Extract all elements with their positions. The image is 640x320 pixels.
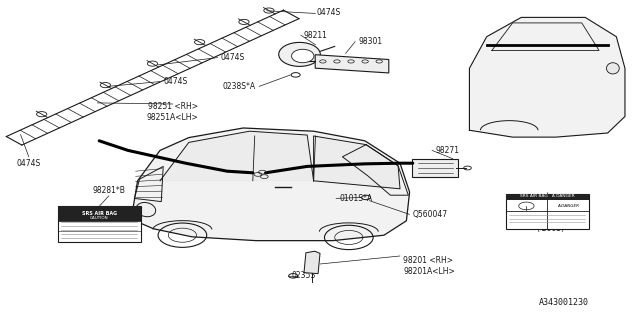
Text: CAUTION: CAUTION: [90, 216, 109, 220]
Text: 98211: 98211: [304, 31, 328, 40]
Text: 0235S: 0235S: [291, 271, 316, 280]
Text: 98251 <RH>
98251A<LH>: 98251 <RH> 98251A<LH>: [147, 102, 198, 123]
Text: SRS AIR BAG: SRS AIR BAG: [82, 211, 116, 216]
Text: 98281*B: 98281*B: [92, 186, 125, 195]
Bar: [506, 194, 589, 229]
Polygon shape: [469, 17, 625, 137]
Text: 98301: 98301: [358, 37, 383, 46]
Text: SRS AIR BAG   A DANGER: SRS AIR BAG A DANGER: [520, 195, 575, 198]
Text: 98281*A
<RH,LH>
(-2003): 98281*A <RH,LH> (-2003): [532, 202, 568, 233]
Text: A343001230: A343001230: [539, 298, 589, 307]
Text: 98201 <RH>
98201A<LH>: 98201 <RH> 98201A<LH>: [403, 256, 455, 276]
Text: 0474S: 0474S: [17, 159, 41, 168]
Bar: [58, 206, 141, 242]
Ellipse shape: [136, 203, 156, 217]
FancyBboxPatch shape: [413, 159, 458, 177]
Text: A DANGER: A DANGER: [557, 204, 579, 208]
Text: 0474S: 0474S: [163, 77, 188, 86]
Text: Q560047: Q560047: [413, 210, 448, 219]
Polygon shape: [304, 251, 320, 274]
Bar: [506, 194, 589, 200]
Text: 98271: 98271: [435, 146, 460, 155]
Polygon shape: [160, 131, 314, 181]
Polygon shape: [131, 128, 410, 241]
Polygon shape: [314, 136, 400, 189]
Polygon shape: [316, 55, 389, 73]
Ellipse shape: [279, 43, 321, 67]
Ellipse shape: [607, 63, 620, 74]
Text: 0474S: 0474S: [317, 8, 341, 17]
Bar: [58, 206, 141, 221]
Text: 0474S: 0474S: [221, 53, 245, 62]
Ellipse shape: [292, 49, 314, 63]
Text: 0101S*A: 0101S*A: [339, 194, 372, 203]
Text: 0238S*A: 0238S*A: [223, 82, 256, 91]
